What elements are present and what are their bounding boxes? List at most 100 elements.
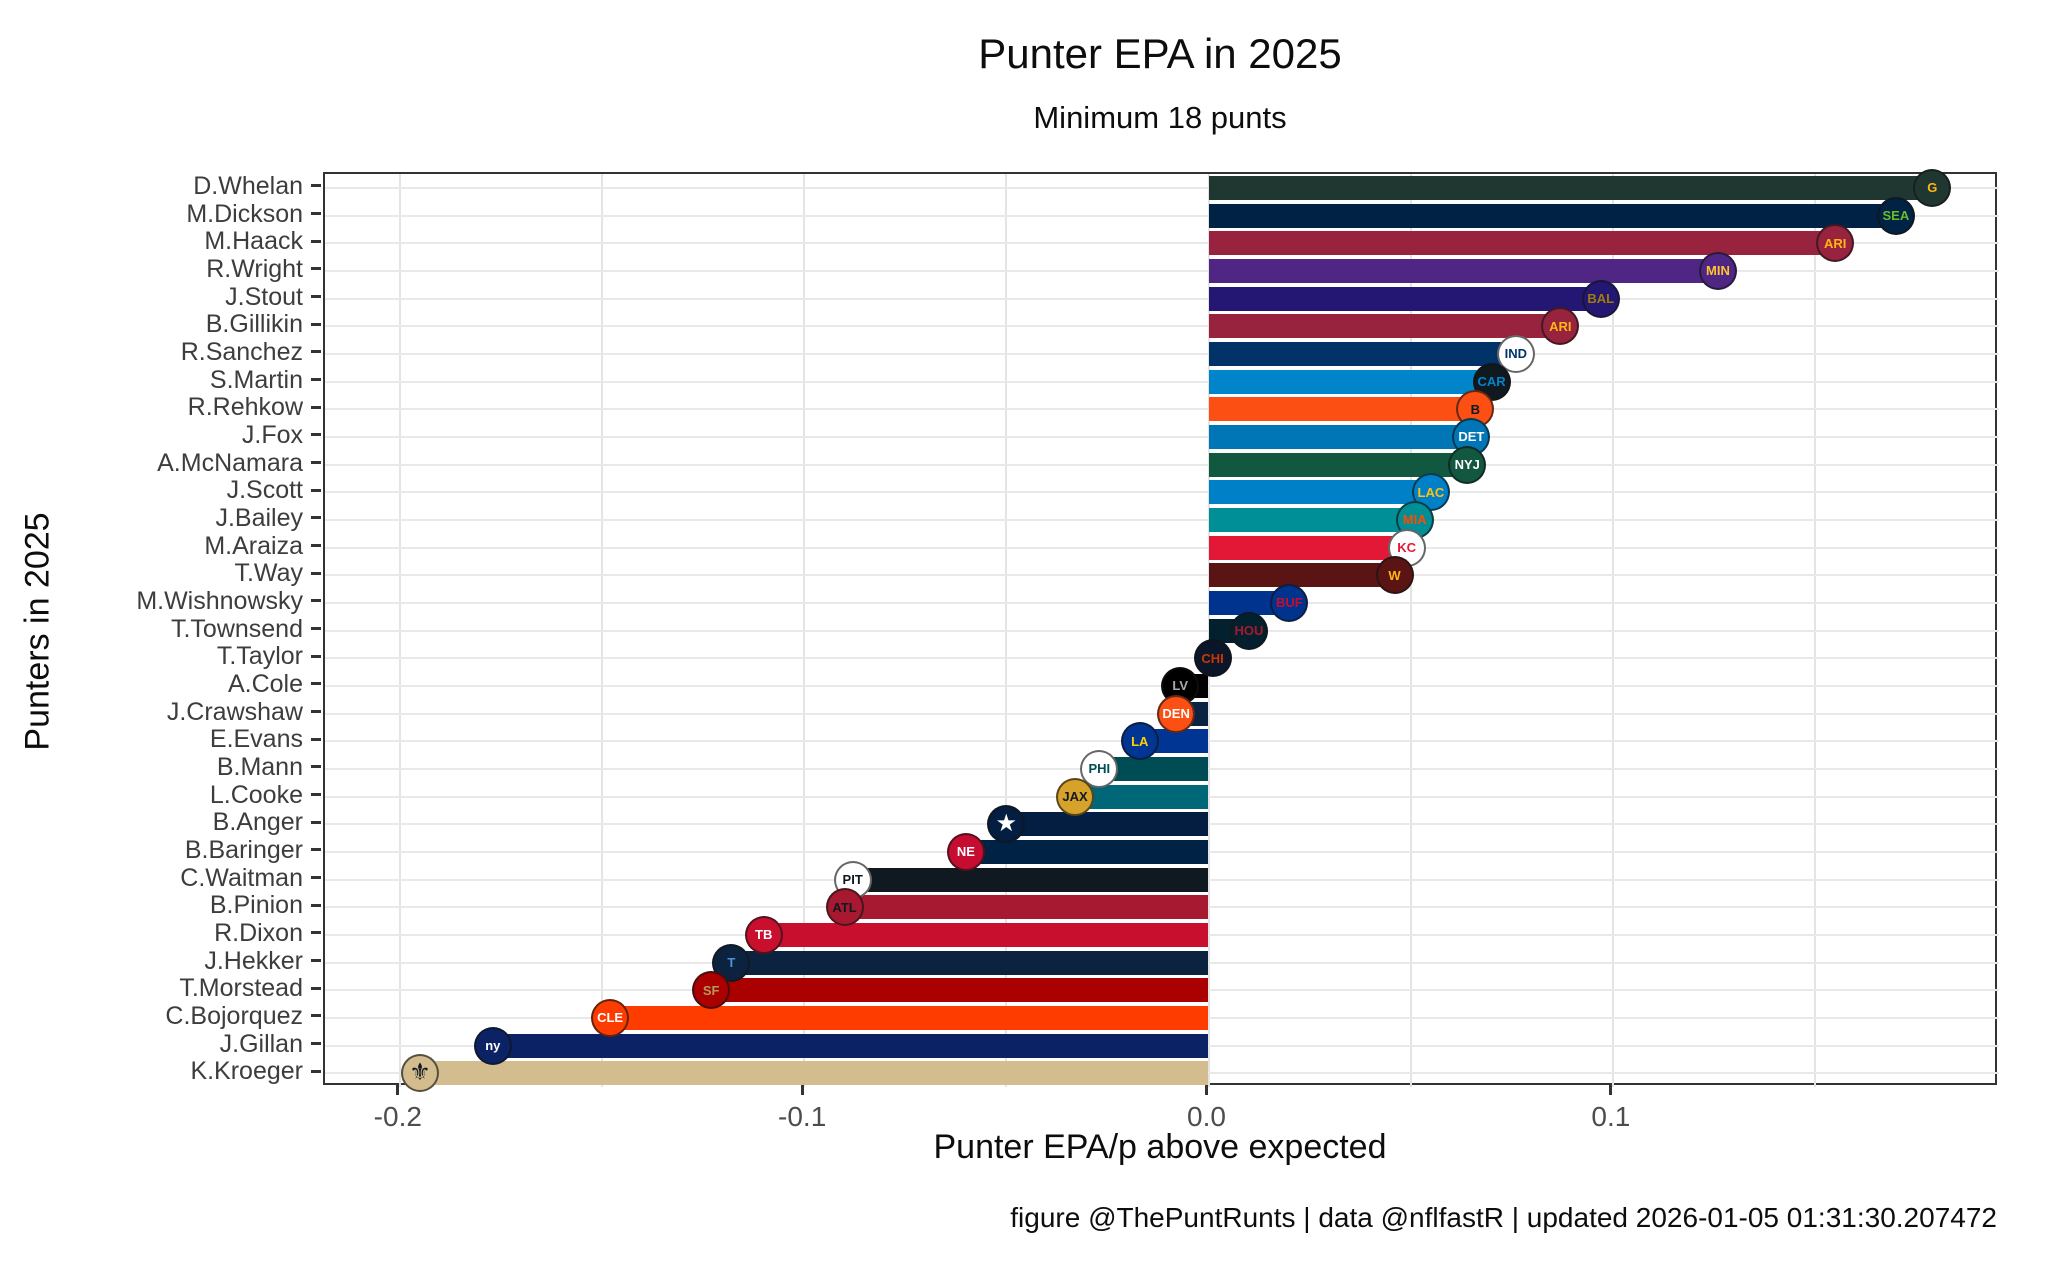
broncos-logo: DEN <box>1157 694 1196 733</box>
commanders-logo: W <box>1375 556 1414 595</box>
y-tick <box>311 350 321 354</box>
bears-logo: CHI <box>1193 639 1232 678</box>
y-tick <box>311 433 321 437</box>
punter-label-27: B.Pinion <box>209 891 303 920</box>
epa-bar-bal <box>1208 286 1601 311</box>
y-tick <box>311 737 321 741</box>
y-gridline <box>325 518 1999 521</box>
x-tick-label: -0.2 <box>373 1101 422 1132</box>
epa-bar-gb <box>1208 175 1933 200</box>
y-tick <box>311 461 321 464</box>
patriots-logo: NE <box>946 832 985 871</box>
y-tick <box>311 1069 321 1073</box>
y-tick <box>311 876 321 879</box>
punter-label-3: M.Haack <box>204 227 303 256</box>
y-tick <box>311 488 321 492</box>
y-gridline <box>325 214 1999 217</box>
epa-bar-nyj <box>1208 452 1468 477</box>
punter-label-24: B.Anger <box>212 808 303 837</box>
figure-caption: figure @ThePuntRunts | data @nflfastR | … <box>1010 1202 1997 1233</box>
epa-bar-pit <box>852 867 1209 892</box>
y-tick <box>311 793 321 796</box>
punter-label-6: B.Gillikin <box>205 310 303 339</box>
y-gridline <box>325 269 1999 272</box>
chart-subtitle: Minimum 18 punts <box>1033 100 1287 135</box>
punter-label-20: J.Crawshaw <box>166 697 303 726</box>
y-tick <box>311 516 321 520</box>
y-tick <box>311 765 321 769</box>
y-gridline <box>325 657 1999 660</box>
y-gridline <box>325 463 1999 466</box>
x-axis-label: Punter EPA/p above expected <box>933 1128 1387 1166</box>
punter-label-8: S.Martin <box>209 365 303 394</box>
epa-bar-cin <box>1208 397 1476 422</box>
epa-bar-lac <box>1208 480 1431 505</box>
y-gridline <box>325 601 1999 604</box>
x-tick-label: -0.1 <box>778 1101 827 1132</box>
y-tick <box>311 903 321 907</box>
x-tick-label: 0.1 <box>1591 1101 1631 1132</box>
x-tick <box>1609 1085 1613 1095</box>
y-gridline <box>325 435 1999 438</box>
falcons-logo: ATL <box>825 888 864 927</box>
y-gridline <box>325 629 1999 632</box>
y-tick <box>311 405 321 409</box>
y-gridline <box>325 352 1999 355</box>
y-tick <box>311 820 321 824</box>
y-tick <box>311 654 321 658</box>
epa-bar-car <box>1208 369 1492 394</box>
saints-logo: ⚜ <box>401 1054 440 1093</box>
y-tick <box>311 1042 321 1045</box>
y-gridline <box>325 297 1999 300</box>
punter-label-11: A.McNamara <box>157 448 303 477</box>
y-gridline <box>325 491 1999 494</box>
y-gridline <box>325 574 1999 577</box>
y-tick <box>311 267 321 271</box>
punter-label-4: R.Wright <box>206 254 303 283</box>
y-tick <box>311 378 321 381</box>
y-tick <box>311 599 321 603</box>
punter-label-1: D.Whelan <box>193 171 303 200</box>
y-tick <box>311 322 321 326</box>
y-tick <box>311 682 321 686</box>
punter-label-16: M.Wishnowsky <box>136 586 303 615</box>
cowboys-logo: ★ <box>987 805 1026 844</box>
punter-label-9: R.Rehkow <box>187 393 303 422</box>
y-gridline <box>325 242 1999 245</box>
epa-bar-mia <box>1208 507 1415 532</box>
cardinals-logo: ARI <box>1541 307 1580 346</box>
rams-logo: LA <box>1120 722 1159 761</box>
texans-logo: HOU <box>1229 611 1268 650</box>
giants-logo: ny <box>473 1026 512 1065</box>
y-tick <box>311 710 321 713</box>
punter-label-28: R.Dixon <box>214 918 303 947</box>
y-gridline <box>325 546 1999 549</box>
y-tick <box>311 295 321 298</box>
vikings-logo: MIN <box>1698 251 1737 290</box>
epa-bar-nyg <box>492 1033 1209 1058</box>
epa-bar-sf <box>711 978 1209 1003</box>
punter-label-33: K.Kroeger <box>190 1057 303 1086</box>
49ers-logo: SF <box>692 971 731 1010</box>
browns-logo: CLE <box>591 998 630 1037</box>
punter-label-19: A.Cole <box>227 669 303 698</box>
epa-bar-min <box>1208 258 1718 283</box>
epa-bar-ne <box>965 839 1209 864</box>
buccaneers-logo: TB <box>744 915 783 954</box>
epa-bar-ari <box>1208 314 1561 339</box>
raiders-logo: LV <box>1161 666 1200 705</box>
punter-label-30: T.Morstead <box>179 974 303 1003</box>
ravens-logo: BAL <box>1581 279 1620 318</box>
epa-bar-jax <box>1075 784 1209 809</box>
cardinals-logo: ARI <box>1816 224 1855 263</box>
punter-label-23: L.Cooke <box>209 780 303 809</box>
punter-label-29: J.Hekker <box>204 946 303 975</box>
jets-logo: NYJ <box>1448 445 1487 484</box>
punter-label-26: C.Waitman <box>180 863 303 892</box>
y-tick <box>311 212 321 215</box>
epa-bar-atl <box>844 895 1209 920</box>
epa-bar-ari <box>1208 231 1836 256</box>
epa-bar-ind <box>1208 341 1516 366</box>
punter-label-2: M.Dickson <box>186 199 303 228</box>
